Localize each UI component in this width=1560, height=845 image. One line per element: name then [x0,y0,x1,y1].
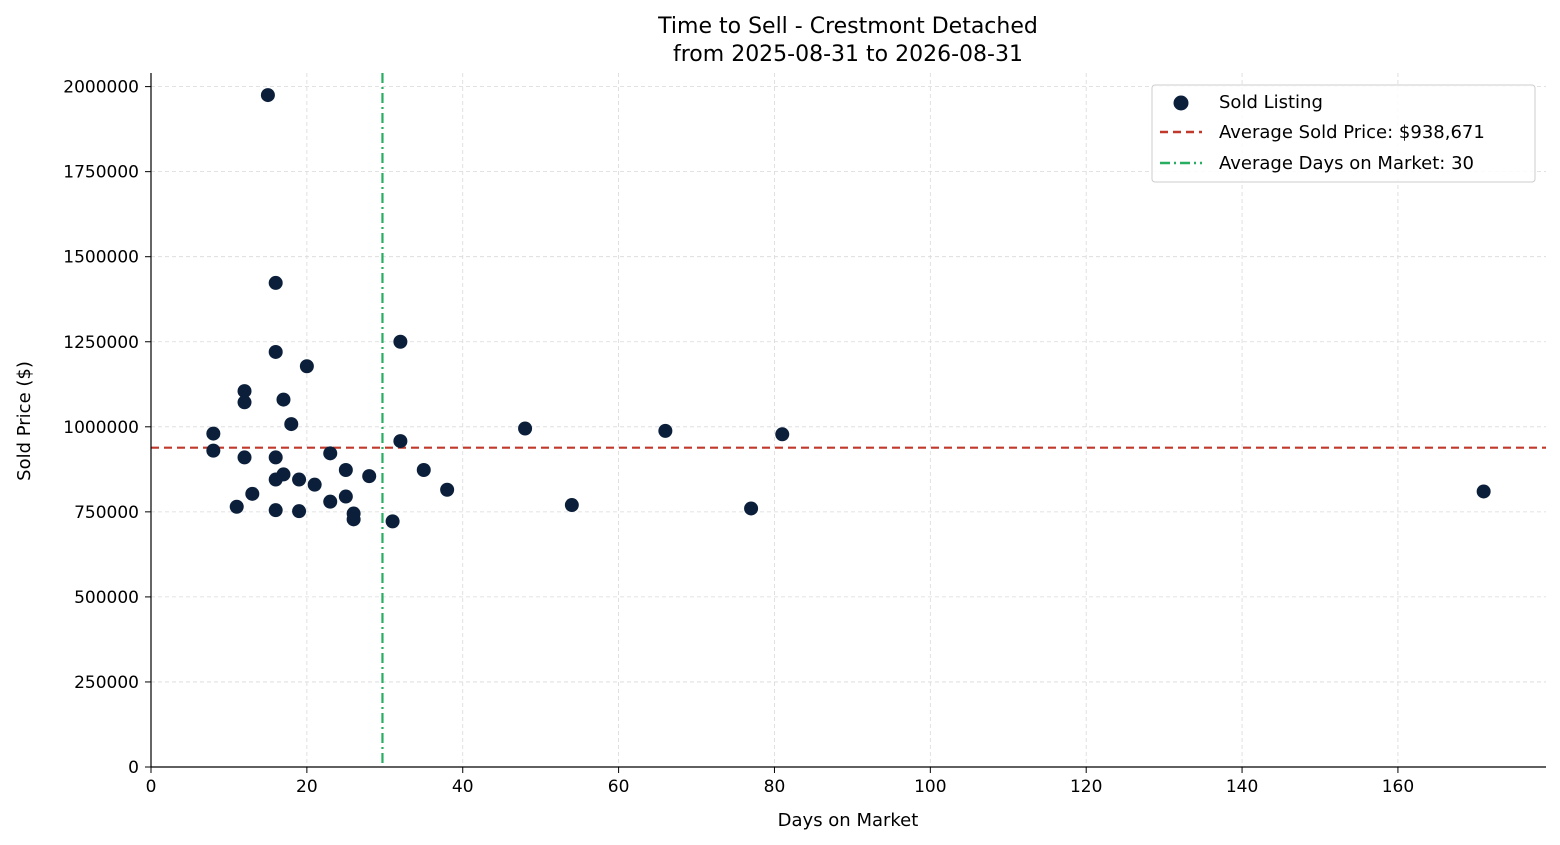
data-point [393,334,408,349]
data-point [338,463,353,478]
x-tick-label: 160 [1382,777,1414,797]
data-point [518,421,533,436]
chart-title: Time to Sell - Crestmont Detached [657,14,1038,39]
data-point [307,477,322,492]
axes [145,73,1546,773]
x-tick-label: 60 [608,777,630,797]
data-point [346,512,361,527]
y-tick-label: 250000 [74,673,139,693]
data-point [229,499,244,514]
data-point [260,88,275,103]
legend-label-average-price: Average Sold Price: $938,671 [1219,122,1485,143]
data-points [206,88,1491,529]
data-point [237,395,252,410]
data-point [237,384,252,399]
data-point [416,463,431,478]
data-point [268,472,283,487]
reference-lines [151,73,1546,767]
data-point [393,434,408,449]
legend-label-sold-listing: Sold Listing [1219,92,1323,113]
data-point [237,450,252,465]
data-point [206,426,221,441]
data-point [268,275,283,290]
data-point [362,469,377,484]
data-point [284,417,299,432]
data-point [658,423,673,438]
x-tick-label: 0 [146,777,157,797]
data-point [268,503,283,518]
y-tick-label: 1500000 [63,248,139,268]
data-point [440,482,455,497]
chart-subtitle: from 2025-08-31 to 2026-08-31 [673,42,1023,67]
y-tick-label: 2000000 [63,78,139,98]
tick-labels: 0 20 40 60 80 100 120 140 160 0 250000 500000 750000… [63,78,1414,797]
data-point [206,443,221,458]
data-point [564,498,579,513]
x-tick-label: 140 [1226,777,1258,797]
y-tick-label: 750000 [74,503,139,523]
x-tick-label: 80 [764,777,786,797]
data-point [245,486,260,501]
legend-label-average-days: Average Days on Market: 30 [1219,153,1474,174]
x-tick-label: 40 [452,777,474,797]
data-point [292,472,307,487]
y-tick-label: 0 [128,758,139,778]
legend-box [1151,84,1536,183]
data-point [1476,484,1491,499]
y-tick-label: 1000000 [63,418,139,438]
x-tick-label: 100 [914,777,946,797]
data-point [292,504,307,519]
data-point [276,392,291,407]
data-point [775,427,790,442]
data-point [323,494,338,509]
y-axis-label: Sold Price ($) [14,361,35,481]
x-axis-label: Days on Market [778,810,919,831]
data-point [385,514,400,529]
data-point [338,489,353,504]
data-point [268,344,283,359]
legend: Sold Listing Average Sold Price: $938,67… [1151,84,1536,183]
data-point [323,446,338,461]
data-point [299,359,314,374]
y-tick-label: 1250000 [63,333,139,353]
x-tick-label: 20 [296,777,318,797]
y-tick-label: 1750000 [63,163,139,183]
data-point [268,450,283,465]
data-point [744,501,759,516]
legend-marker-sold-listing [1173,95,1189,111]
y-tick-label: 500000 [74,588,139,608]
x-tick-label: 120 [1070,777,1102,797]
